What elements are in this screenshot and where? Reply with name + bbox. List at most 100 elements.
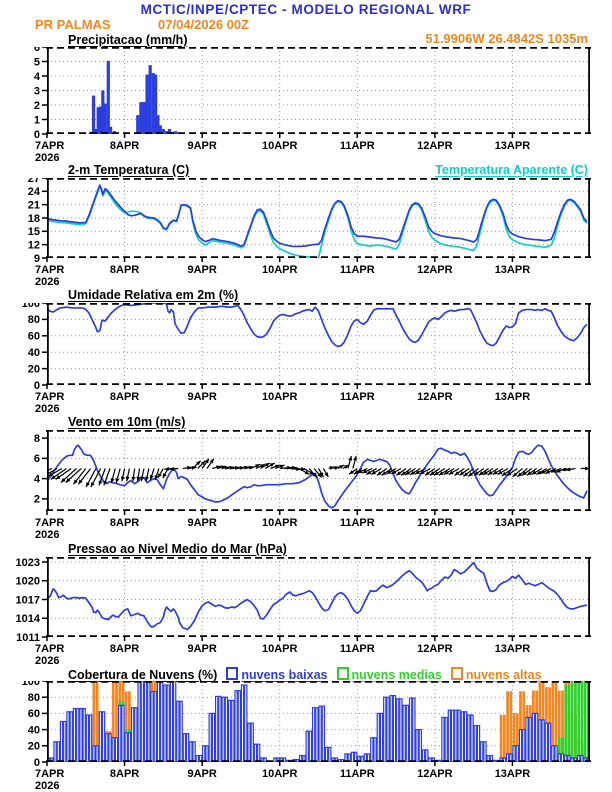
svg-text:1: 1 [34,114,40,126]
svg-text:1011: 1011 [16,632,40,644]
svg-text:4: 4 [34,71,41,83]
svg-text:7APR: 7APR [35,264,64,276]
svg-text:2: 2 [34,100,40,112]
precipitation-title: Precipitacao (mm/h) [68,33,188,47]
legend-nuvens-altas: nuvens altas [450,666,542,684]
station-label: PR PALMAS [35,17,111,32]
svg-text:10APR: 10APR [262,140,298,152]
svg-text:13APR: 13APR [495,391,531,403]
svg-text:1014: 1014 [16,613,41,625]
svg-text:13APR: 13APR [495,517,531,529]
svg-text:11APR: 11APR [340,768,375,780]
svg-text:8APR: 8APR [110,264,139,276]
svg-text:7APR: 7APR [35,517,64,529]
pressure-title: Pressao ao Nivel Medio do Mar (hPa) [68,542,287,556]
svg-text:1023: 1023 [16,557,40,569]
svg-text:13APR: 13APR [495,140,531,152]
svg-text:10APR: 10APR [262,643,298,655]
svg-text:2026: 2026 [35,276,59,288]
svg-text:11APR: 11APR [340,517,375,529]
svg-text:0: 0 [34,129,40,141]
svg-text:11APR: 11APR [340,391,375,403]
svg-text:2026: 2026 [35,152,59,164]
svg-text:60: 60 [28,708,40,720]
svg-text:4: 4 [34,473,41,485]
svg-text:13APR: 13APR [495,768,531,780]
svg-text:6: 6 [34,453,40,465]
svg-text:60: 60 [28,331,40,343]
svg-text:27: 27 [28,178,40,185]
svg-text:8APR: 8APR [110,643,139,655]
svg-text:9APR: 9APR [187,140,216,152]
svg-text:9APR: 9APR [187,391,216,403]
legend-nuvens-medias: nuvens medias [336,666,442,684]
svg-text:2026: 2026 [35,529,59,541]
svg-text:2026: 2026 [35,780,59,792]
page-title: MCTIC/INPE/CPTEC - MODELO REGIONAL WRF [140,2,472,17]
svg-text:10APR: 10APR [262,517,298,529]
svg-text:12APR: 12APR [417,140,453,152]
svg-text:10APR: 10APR [262,264,298,276]
svg-text:2: 2 [34,494,40,506]
svg-text:40: 40 [28,724,40,736]
svg-text:12APR: 12APR [417,517,453,529]
station-coordinates: 51.9906W 26.4842S 1035m [425,31,588,46]
svg-text:12APR: 12APR [417,768,453,780]
svg-text:11APR: 11APR [340,140,375,152]
svg-text:80: 80 [28,314,40,326]
svg-text:8: 8 [34,433,40,445]
svg-text:6: 6 [34,47,40,54]
svg-text:7APR: 7APR [35,140,64,152]
svg-text:5: 5 [34,56,40,68]
svg-text:13APR: 13APR [495,264,531,276]
svg-text:9APR: 9APR [187,643,216,655]
legend-nuvens-baixas: nuvens baixas [226,666,328,684]
svg-text:9APR: 9APR [187,264,216,276]
nuvens-medias-swatch-icon [336,667,349,680]
svg-text:100: 100 [22,681,40,688]
svg-text:0: 0 [34,757,40,769]
svg-text:1020: 1020 [16,576,40,588]
svg-text:9: 9 [34,253,40,265]
cloud-title-row: Cobertura de Nuvens (%) nuvens baixas nu… [68,666,542,684]
svg-text:8APR: 8APR [110,140,139,152]
svg-text:80: 80 [28,692,40,704]
nuvens-altas-swatch-icon [450,667,463,680]
svg-text:7APR: 7APR [35,391,64,403]
svg-text:10APR: 10APR [262,768,298,780]
svg-text:8APR: 8APR [110,391,139,403]
svg-text:9APR: 9APR [187,517,216,529]
svg-text:10APR: 10APR [262,391,298,403]
svg-text:20: 20 [28,741,40,753]
svg-text:11APR: 11APR [340,264,375,276]
svg-text:12APR: 12APR [417,264,453,276]
svg-text:12: 12 [28,239,40,251]
svg-text:21: 21 [28,199,40,211]
svg-text:2026: 2026 [35,403,59,415]
svg-text:2026: 2026 [35,655,59,667]
svg-text:40: 40 [28,347,40,359]
svg-text:7APR: 7APR [35,643,64,655]
svg-text:20: 20 [28,363,40,375]
cloud-title: Cobertura de Nuvens (%) [68,668,218,682]
svg-text:12APR: 12APR [417,391,453,403]
svg-text:8APR: 8APR [110,517,139,529]
temperature-title: 2-m Temperatura (C) [68,163,190,177]
svg-text:0: 0 [34,380,40,392]
humidity-title: Umidade Relativa em 2m (%) [68,288,239,302]
nuvens-baixas-swatch-icon [226,667,239,680]
apparent-temperature-legend: Temperatura Aparente (C) [435,163,588,177]
wind-title: Vento em 10m (m/s) [68,415,186,429]
run-datetime: 07/04/2026 00Z [158,17,250,32]
svg-text:8APR: 8APR [110,768,139,780]
svg-text:12APR: 12APR [417,643,453,655]
svg-text:100: 100 [22,303,40,310]
svg-text:15: 15 [28,226,40,238]
